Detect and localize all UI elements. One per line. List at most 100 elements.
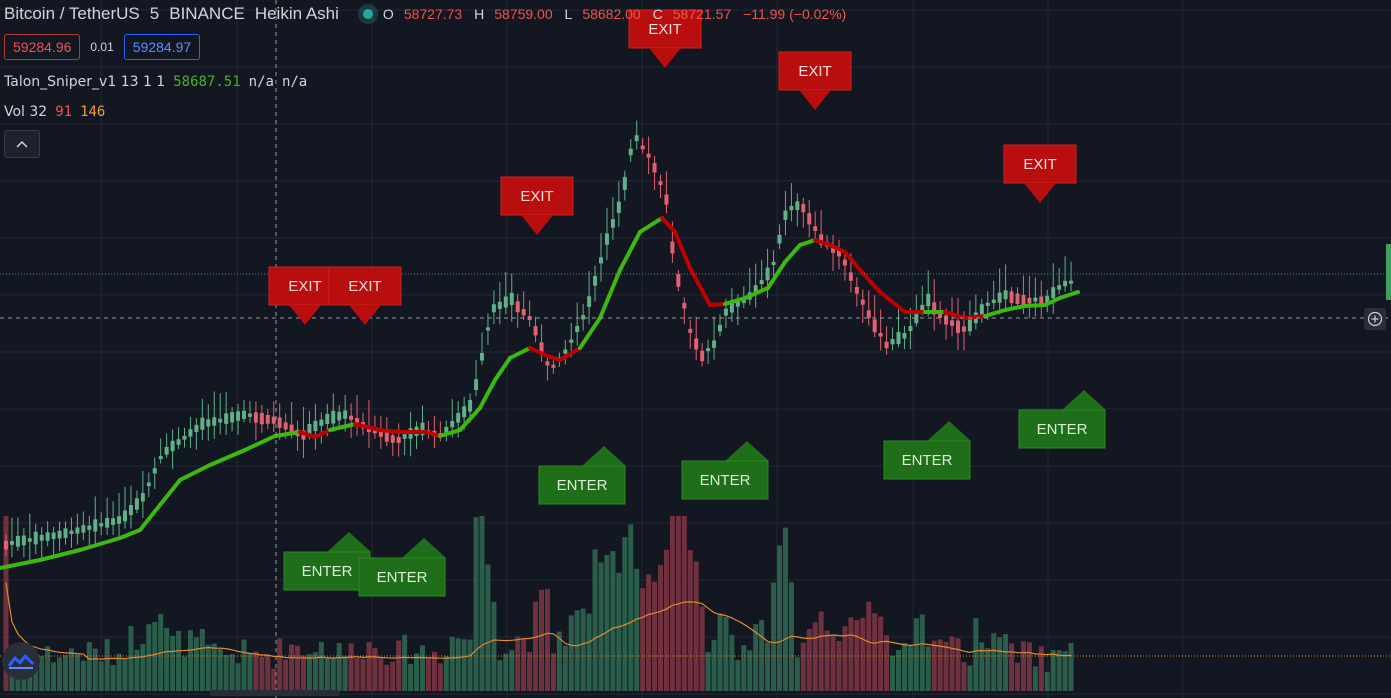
candle (9, 517, 14, 558)
volume-bar (735, 660, 741, 691)
time-scale-scrollbar[interactable] (210, 690, 340, 696)
tradingview-logo-icon[interactable] (2, 642, 40, 680)
talon-line-segment (723, 296, 747, 306)
exit-signal: EXIT (328, 266, 402, 325)
candle (253, 401, 258, 441)
volume-bar (562, 645, 568, 691)
talon-line-segment (943, 310, 967, 320)
volume-bar (265, 654, 271, 691)
volume-bar (640, 588, 646, 691)
talon-line-segment (843, 250, 862, 272)
candle (813, 211, 818, 241)
volume-bar (866, 601, 872, 691)
candle (533, 316, 538, 343)
volume-bar (1020, 641, 1026, 691)
volume-bar (390, 661, 396, 691)
volume-bar (378, 658, 384, 691)
volume-bar (473, 517, 479, 691)
talon-line-segment (1043, 296, 1062, 307)
chevron-up-icon (16, 140, 28, 148)
volume-bar (372, 648, 378, 691)
volume-bar (301, 655, 306, 691)
candle (265, 409, 270, 430)
volume-bar (491, 601, 497, 691)
close-label: C (652, 6, 663, 22)
candle (242, 399, 246, 423)
candle (331, 393, 336, 432)
symbol-name[interactable]: Bitcoin / TetherUS (4, 4, 140, 23)
volume-bar (259, 657, 265, 691)
volume-bar (414, 653, 420, 691)
candle (950, 297, 955, 337)
volume-bar (723, 616, 729, 691)
volume-bar (729, 634, 735, 691)
volume-bar (1003, 634, 1009, 691)
candle (123, 486, 127, 529)
candle (390, 431, 395, 456)
candle (694, 316, 699, 361)
candle (21, 528, 26, 558)
volume-bar (1032, 666, 1038, 691)
volume-bar (652, 581, 658, 691)
chart-title-row: Bitcoin / TetherUS 5 BINANCE Heikin Ashi… (4, 2, 864, 26)
volume-bar (931, 640, 937, 691)
low-value: 58682.00 (582, 6, 641, 22)
exit-signal: EXIT (1003, 144, 1077, 203)
candle (807, 199, 812, 238)
enter-signal: ENTER (1018, 390, 1106, 449)
talon-line-segment (828, 243, 847, 254)
volume-bar (92, 648, 98, 691)
candle (878, 309, 883, 351)
volume-bar (1062, 651, 1068, 691)
talon-line-segment (118, 528, 142, 540)
candle (729, 288, 734, 322)
crosshair-menu-button[interactable] (1364, 308, 1386, 330)
talon-line-segment (38, 548, 82, 562)
sell-price-button[interactable]: 59284.96 (4, 34, 81, 60)
talon-sniper-line (0, 216, 1080, 570)
volume-bar (973, 618, 979, 691)
candle (866, 290, 871, 326)
candle (700, 343, 705, 367)
volume-bar (1050, 650, 1056, 691)
candle (646, 136, 651, 174)
candle (896, 306, 901, 348)
volume-bar (818, 611, 824, 691)
exit-label: EXIT (288, 278, 321, 295)
volume-bar (509, 650, 515, 691)
high-value: 58759.00 (494, 6, 553, 22)
candle (75, 513, 80, 545)
candle (777, 224, 782, 249)
volume-bar (455, 638, 461, 691)
candle (842, 254, 847, 281)
interval[interactable]: 5 (149, 4, 160, 23)
candle (182, 427, 187, 448)
candle (1051, 263, 1056, 315)
candle (997, 268, 1002, 315)
talon-indicator-legend[interactable]: Talon_Sniper_v1 13 1 1 58687.51 n/a n/a (4, 74, 307, 90)
candle (313, 403, 318, 450)
candle (926, 270, 931, 317)
candle (93, 496, 98, 547)
candle (575, 302, 580, 346)
talon-line-segment (618, 230, 642, 272)
candle (128, 485, 133, 529)
volume-bar (146, 624, 152, 691)
chart-style[interactable]: Heikin Ashi (254, 4, 339, 23)
volume-bar (592, 549, 598, 691)
volume-bar (782, 527, 788, 691)
talon-line-segment (313, 428, 332, 439)
volume-bar (949, 636, 955, 691)
talon-line-segment (598, 268, 622, 320)
close-value: 58721.57 (672, 6, 732, 22)
buy-price-button[interactable]: 59284.97 (123, 34, 201, 60)
volume-bar (955, 638, 961, 691)
candle (1069, 261, 1074, 292)
collapse-legend-button[interactable] (4, 130, 40, 158)
talon-line-segment (708, 302, 727, 307)
candle (604, 207, 609, 260)
volume-bar (408, 664, 414, 691)
volume-indicator-legend[interactable]: Vol 32 91 146 (4, 104, 105, 120)
candle (593, 265, 598, 302)
